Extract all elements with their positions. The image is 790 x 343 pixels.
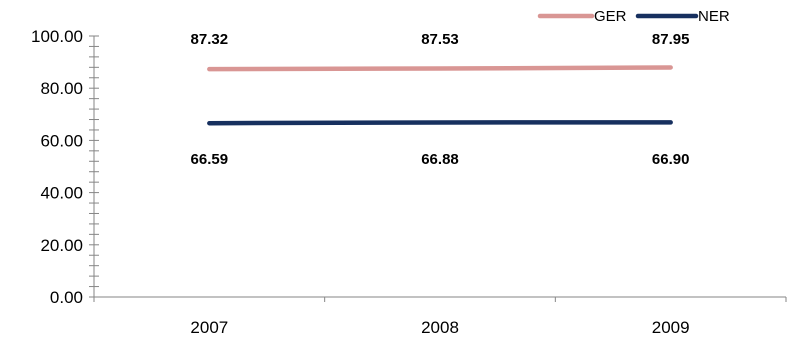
y-tick-label: 60.00: [40, 131, 83, 150]
series-line-ger: [207, 65, 673, 72]
legend-label-ger: GER: [594, 8, 627, 25]
data-label-ger: 87.53: [421, 31, 459, 48]
y-tick-label: 40.00: [40, 184, 83, 203]
data-label-ner: 66.90: [652, 151, 690, 168]
series-group: [207, 65, 673, 126]
data-label-ger: 87.95: [652, 31, 690, 48]
data-label-ger: 87.32: [191, 31, 229, 48]
y-tick-label: 80.00: [40, 79, 83, 98]
y-tick-label: 20.00: [40, 236, 83, 255]
y-tick-label: 100.00: [31, 27, 83, 46]
y-tick-label: 0.00: [50, 288, 83, 307]
x-tick-label: 2009: [652, 318, 690, 337]
data-labels: 87.32 87.53 87.95 66.59 66.88 66.90: [191, 31, 690, 168]
x-ticks: 2007 2008 2009: [93, 297, 787, 337]
data-label-ner: 66.59: [191, 151, 229, 168]
x-tick-label: 2007: [190, 318, 228, 337]
legend: GER NER: [537, 8, 730, 25]
data-label-ner: 66.88: [421, 151, 459, 168]
series-line-ner: [207, 120, 673, 126]
x-tick-label: 2008: [421, 318, 459, 337]
legend-label-ner: NER: [698, 8, 730, 25]
y-ticks: 0.00 20.00 40.00 60.00 80.00 100.00: [31, 27, 99, 307]
